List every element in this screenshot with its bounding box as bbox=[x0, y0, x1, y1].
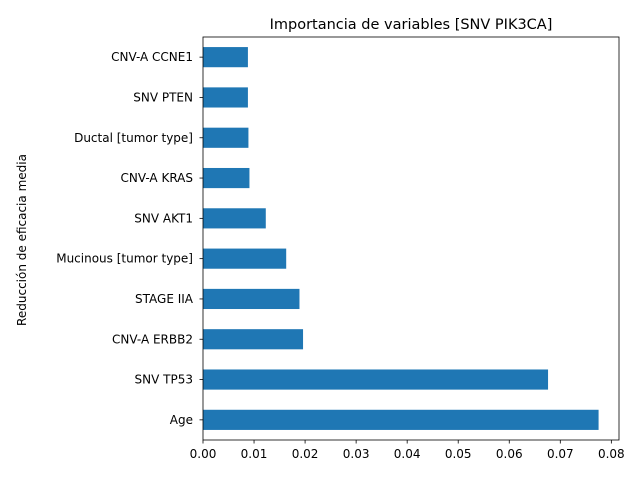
bar bbox=[203, 329, 304, 350]
bar bbox=[203, 208, 266, 229]
x-tick-label: 0.01 bbox=[241, 447, 268, 461]
y-tick-label: SNV PTEN bbox=[133, 90, 193, 104]
y-axis-ticks: Age SNV TP53 CNV-A ERBB2 STAGE IIA Mucinous … bbox=[56, 50, 203, 427]
y-axis-label: Reducción de eficacia media bbox=[15, 154, 29, 326]
x-axis-ticks: 0.00 0.01 0.02 0.03 0.04 0.05 0.06 0.07 0.08 bbox=[190, 440, 625, 461]
y-tick-label: Ductal [tumor type] bbox=[74, 131, 193, 145]
y-tick-label: CNV-A CCNE1 bbox=[111, 50, 193, 64]
bar bbox=[203, 248, 287, 269]
bar bbox=[203, 127, 249, 148]
x-tick-label: 0.03 bbox=[343, 447, 370, 461]
x-tick-label: 0.07 bbox=[547, 447, 574, 461]
y-tick-label: SNV AKT1 bbox=[134, 211, 193, 225]
x-tick-label: 0.05 bbox=[445, 447, 472, 461]
y-tick-label: Age bbox=[170, 413, 193, 427]
y-tick-label: CNV-A KRAS bbox=[121, 171, 194, 185]
x-tick-label: 0.04 bbox=[394, 447, 421, 461]
y-tick-label: Mucinous [tumor type] bbox=[56, 252, 193, 266]
bar bbox=[203, 167, 250, 189]
plot-frame bbox=[202, 36, 620, 441]
x-tick-label: 0.08 bbox=[598, 447, 625, 461]
x-tick-label: 0.06 bbox=[496, 447, 523, 461]
bar bbox=[203, 409, 599, 430]
bar bbox=[203, 288, 300, 310]
bar bbox=[203, 47, 248, 68]
bar bbox=[203, 87, 248, 108]
chart-title: Importancia de variables [SNV PIK3CA] bbox=[270, 17, 553, 33]
y-tick-label: SNV TP53 bbox=[135, 373, 193, 387]
bar bbox=[203, 369, 549, 390]
bars-group bbox=[203, 47, 599, 430]
y-tick-label: CNV-A ERBB2 bbox=[112, 332, 193, 346]
x-tick-label: 0.00 bbox=[190, 447, 217, 461]
x-tick-label: 0.02 bbox=[292, 447, 319, 461]
y-tick-label: STAGE IIA bbox=[135, 292, 194, 306]
